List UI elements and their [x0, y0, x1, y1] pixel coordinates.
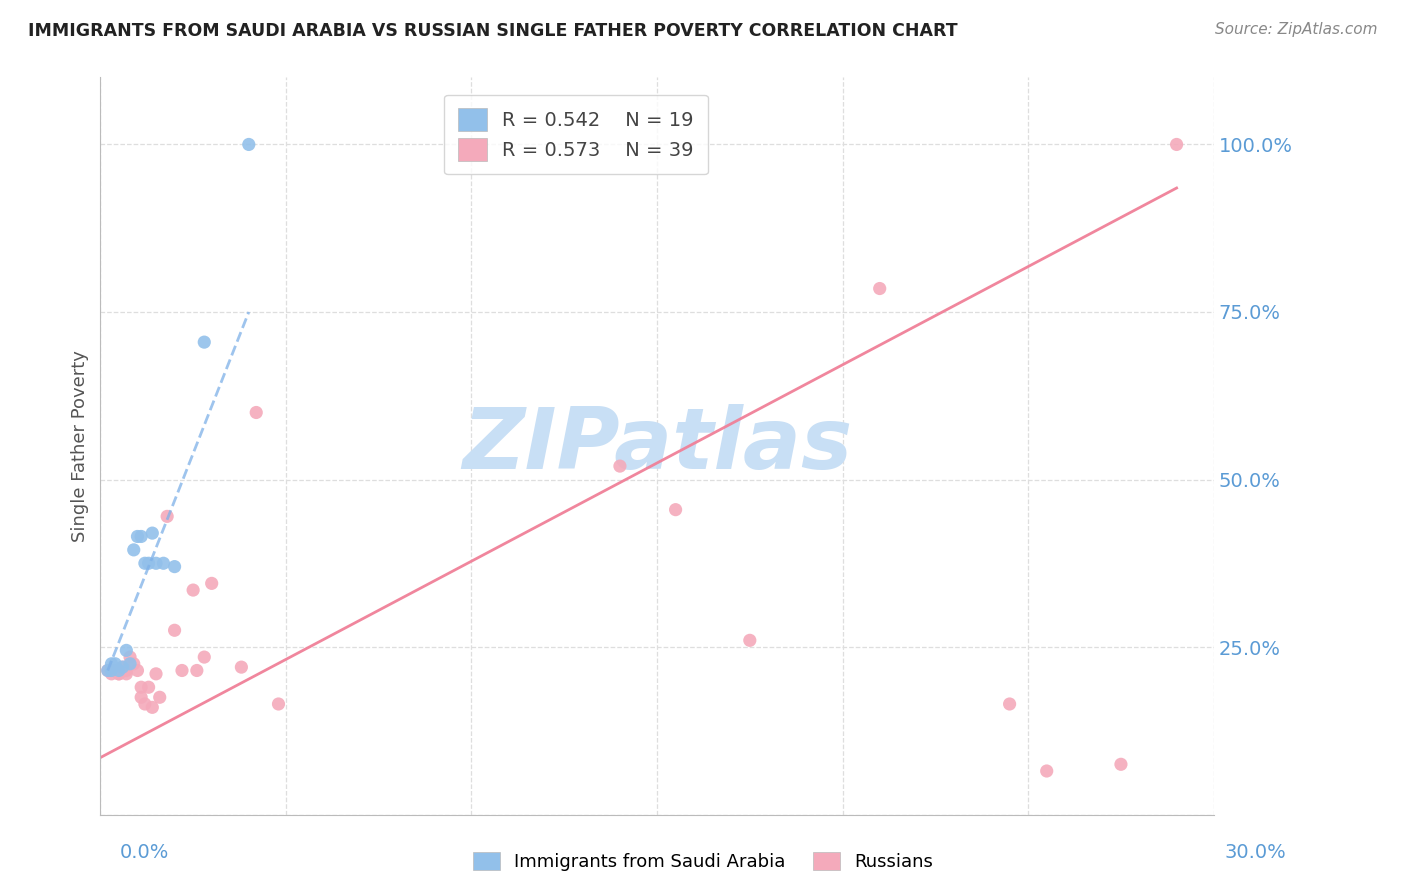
Point	[138, 680, 160, 694]
Point	[145, 666, 167, 681]
Point	[267, 697, 290, 711]
Point	[186, 664, 208, 678]
Text: Source: ZipAtlas.com: Source: ZipAtlas.com	[1215, 22, 1378, 37]
Text: 0.0%: 0.0%	[120, 843, 169, 862]
Point	[869, 281, 891, 295]
Point	[104, 664, 127, 678]
Point	[998, 697, 1021, 711]
Point	[115, 643, 138, 657]
Point	[609, 459, 631, 474]
Point	[108, 664, 131, 678]
Point	[108, 666, 131, 681]
Point	[129, 690, 152, 705]
Y-axis label: Single Father Poverty: Single Father Poverty	[72, 350, 89, 542]
Point	[156, 509, 179, 524]
Point	[201, 576, 224, 591]
Point	[163, 624, 186, 638]
Point	[1166, 137, 1188, 152]
Legend: Immigrants from Saudi Arabia, Russians: Immigrants from Saudi Arabia, Russians	[465, 845, 941, 879]
Point	[134, 697, 156, 711]
Point	[152, 556, 174, 570]
Point	[245, 405, 267, 419]
Point	[238, 137, 260, 152]
Point	[129, 680, 152, 694]
Point	[141, 526, 163, 541]
Point	[100, 664, 122, 678]
Point	[122, 657, 145, 671]
Point	[118, 650, 141, 665]
Point	[100, 657, 122, 671]
Point	[97, 664, 120, 678]
Point	[127, 529, 149, 543]
Point	[1109, 757, 1132, 772]
Point	[127, 664, 149, 678]
Point	[141, 700, 163, 714]
Point	[145, 556, 167, 570]
Point	[97, 664, 120, 678]
Point	[111, 660, 134, 674]
Point	[115, 664, 138, 678]
Point	[100, 664, 122, 678]
Point	[122, 542, 145, 557]
Point	[100, 666, 122, 681]
Point	[108, 664, 131, 678]
Legend: R = 0.542    N = 19, R = 0.573    N = 39: R = 0.542 N = 19, R = 0.573 N = 39	[444, 95, 707, 175]
Point	[738, 633, 761, 648]
Text: IMMIGRANTS FROM SAUDI ARABIA VS RUSSIAN SINGLE FATHER POVERTY CORRELATION CHART: IMMIGRANTS FROM SAUDI ARABIA VS RUSSIAN …	[28, 22, 957, 40]
Point	[138, 556, 160, 570]
Point	[111, 660, 134, 674]
Point	[1035, 764, 1057, 778]
Point	[118, 657, 141, 671]
Point	[108, 666, 131, 681]
Point	[134, 556, 156, 570]
Point	[231, 660, 253, 674]
Point	[170, 664, 193, 678]
Point	[193, 650, 215, 665]
Point	[163, 559, 186, 574]
Point	[104, 657, 127, 671]
Point	[108, 664, 131, 678]
Text: ZIPatlas: ZIPatlas	[463, 404, 852, 488]
Point	[115, 666, 138, 681]
Point	[149, 690, 172, 705]
Text: 30.0%: 30.0%	[1225, 843, 1286, 862]
Point	[193, 335, 215, 350]
Point	[129, 529, 152, 543]
Point	[665, 502, 688, 516]
Point	[181, 583, 204, 598]
